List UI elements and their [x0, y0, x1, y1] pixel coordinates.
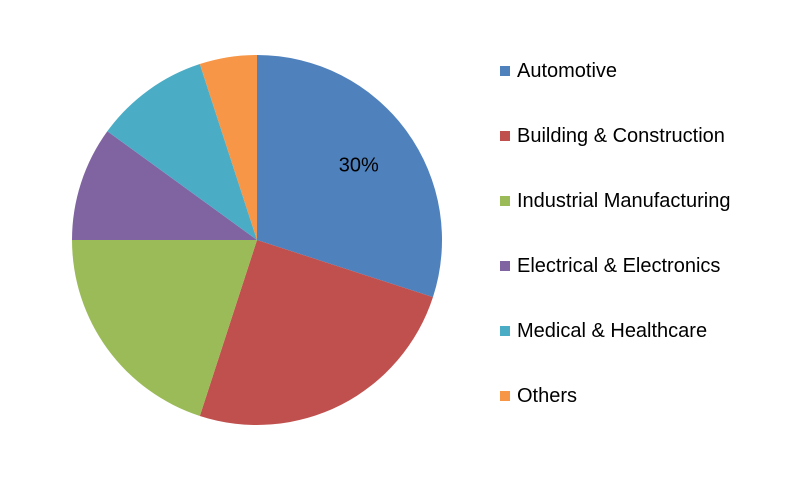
legend-label-building-construction: Building & Construction — [517, 125, 725, 147]
legend-swatch-electrical-electronics — [500, 261, 510, 271]
legend-label-medical-healthcare: Medical & Healthcare — [517, 320, 708, 342]
legend-label-electrical-electronics: Electrical & Electronics — [517, 255, 721, 277]
legend-item-industrial-manufacturing: Industrial Manufacturing — [500, 190, 730, 255]
legend-item-automotive: Automotive — [500, 60, 730, 125]
legend-label-automotive: Automotive — [517, 60, 618, 82]
legend-item-others: Others — [500, 385, 730, 450]
legend-swatch-building-construction — [500, 131, 510, 141]
data-label-automotive: 30% — [339, 154, 379, 176]
legend-swatch-automotive — [500, 66, 510, 76]
pie-slice-building-construction — [199, 240, 433, 426]
chart-legend: Automotive Building & Construction Indus… — [500, 60, 730, 450]
pie-slice-others — [199, 55, 257, 240]
pie-slice-electrical-electronics — [72, 131, 257, 240]
legend-label-others: Others — [517, 385, 578, 407]
legend-label-industrial-manufacturing: Industrial Manufacturing — [517, 190, 731, 212]
legend-swatch-industrial-manufacturing — [500, 196, 510, 206]
legend-item-building-construction: Building & Construction — [500, 125, 730, 190]
legend-item-electrical-electronics: Electrical & Electronics — [500, 255, 730, 320]
pie-slice-medical-healthcare — [107, 64, 257, 240]
pie-slice-industrial-manufacturing — [71, 240, 258, 416]
legend-swatch-medical-healthcare — [500, 326, 510, 336]
legend-item-medical-healthcare: Medical & Healthcare — [500, 320, 730, 385]
legend-swatch-others — [500, 391, 510, 401]
pie-slice-automotive — [257, 55, 443, 298]
